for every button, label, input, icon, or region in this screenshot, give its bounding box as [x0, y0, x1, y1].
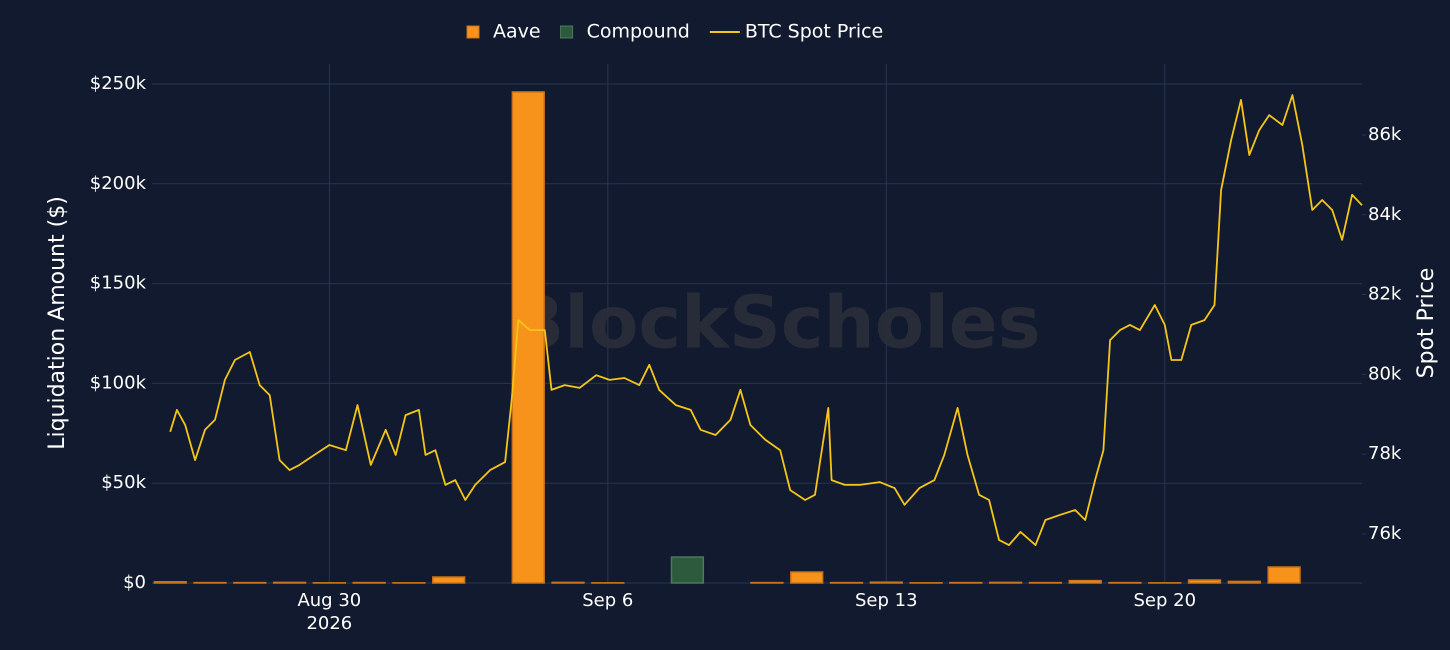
- y2-tick-label: 80k: [1368, 363, 1402, 384]
- grid: [152, 64, 1362, 584]
- y-axis-title: Liquidation Amount ($): [45, 196, 70, 450]
- x-tick-label: Sep 13: [855, 590, 918, 611]
- legend-item: Compound: [560, 21, 690, 43]
- legend-label: Compound: [587, 21, 690, 43]
- legend-label: Aave: [493, 21, 541, 43]
- legend: Aave Compound BTC Spot Price: [466, 21, 883, 43]
- y2-tick-label: 76k: [1368, 523, 1402, 544]
- y-tick-label: $150k: [90, 273, 147, 294]
- legend-item: Aave: [466, 21, 541, 43]
- bar: [790, 571, 824, 584]
- bar: [869, 581, 903, 584]
- x-tick-label: Sep 20: [1133, 590, 1197, 611]
- y2-axis-title: Spot Price: [1414, 268, 1439, 379]
- x-tick-label: Sep 6: [582, 590, 634, 611]
- bar: [988, 581, 1023, 584]
- y-tick-label: $200k: [90, 173, 147, 194]
- bar: [1227, 580, 1261, 584]
- legend-label: BTC Spot Price: [745, 21, 883, 43]
- y2-tick-label: 82k: [1368, 284, 1402, 305]
- y2-tick-label: 78k: [1368, 443, 1402, 464]
- watermark: BlockScholes: [509, 281, 1040, 365]
- y-tick-label: $0: [123, 572, 146, 593]
- bar: [551, 581, 585, 584]
- bar: [153, 581, 187, 584]
- bar: [1187, 579, 1222, 584]
- price-line: [169, 94, 1363, 546]
- legend-swatch: [466, 25, 480, 39]
- bar: [670, 556, 705, 584]
- x-tick-label: Aug 30 2026: [297, 590, 362, 634]
- bar: [432, 576, 466, 584]
- y2-tick-label: 84k: [1368, 204, 1402, 225]
- bar: [1267, 566, 1301, 584]
- legend-swatch: [560, 25, 574, 39]
- y-tick-label: $50k: [101, 472, 146, 493]
- y-tick-label: $250k: [90, 73, 147, 94]
- legend-item: BTC Spot Price: [709, 21, 883, 43]
- bar: [272, 581, 307, 584]
- bar: [1068, 579, 1102, 584]
- y2-tick-label: 86k: [1368, 124, 1402, 145]
- y-tick-label: $100k: [90, 372, 147, 393]
